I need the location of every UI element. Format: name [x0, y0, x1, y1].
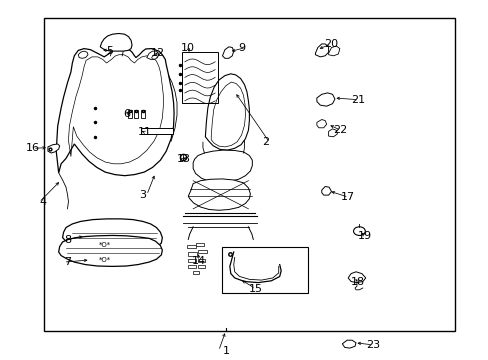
Bar [188, 252, 197, 256]
Bar [222, 247, 307, 293]
Polygon shape [315, 44, 328, 57]
Text: 18: 18 [350, 276, 365, 287]
Polygon shape [328, 129, 337, 137]
Bar [182, 52, 217, 103]
Polygon shape [211, 82, 245, 147]
Bar [134, 110, 138, 118]
Text: 12: 12 [150, 48, 164, 58]
Text: 1: 1 [222, 346, 229, 356]
Bar [193, 271, 199, 274]
Polygon shape [222, 47, 233, 58]
Bar [198, 250, 206, 253]
Polygon shape [193, 150, 252, 182]
Text: 5: 5 [106, 46, 113, 56]
Bar [44, 18, 454, 331]
Text: 19: 19 [357, 231, 371, 241]
Polygon shape [316, 93, 334, 106]
Text: 6: 6 [123, 109, 130, 120]
Text: 22: 22 [333, 125, 347, 135]
Text: 17: 17 [341, 192, 355, 202]
Text: 16: 16 [26, 143, 40, 153]
Bar [198, 265, 205, 268]
Bar [198, 259, 205, 262]
Bar [186, 245, 195, 248]
Polygon shape [205, 74, 249, 150]
Polygon shape [48, 144, 60, 153]
Text: 3: 3 [139, 190, 146, 200]
Text: 23: 23 [365, 340, 379, 350]
Text: 9: 9 [238, 42, 245, 53]
Text: 10: 10 [181, 42, 195, 53]
Text: 15: 15 [248, 284, 262, 294]
Text: *O*: *O* [99, 242, 111, 248]
Polygon shape [146, 51, 159, 59]
Text: 14: 14 [191, 256, 205, 266]
Text: *O*: *O* [99, 257, 111, 263]
Text: 7: 7 [63, 257, 71, 267]
Polygon shape [342, 340, 355, 348]
Bar [141, 128, 172, 134]
Text: 13: 13 [177, 154, 191, 164]
Text: 21: 21 [350, 95, 365, 105]
Bar [195, 243, 204, 246]
Polygon shape [321, 186, 331, 195]
Text: 20: 20 [324, 39, 338, 49]
Text: 8: 8 [63, 235, 71, 246]
Polygon shape [347, 272, 365, 283]
Polygon shape [151, 55, 157, 59]
Text: 11: 11 [138, 127, 152, 138]
Bar [188, 265, 195, 268]
Polygon shape [100, 33, 132, 51]
Polygon shape [316, 120, 326, 128]
Polygon shape [56, 47, 174, 176]
Polygon shape [328, 46, 339, 56]
Bar [141, 110, 144, 118]
Polygon shape [62, 219, 162, 253]
Text: 4: 4 [39, 197, 46, 207]
Polygon shape [188, 179, 250, 210]
Bar [128, 110, 132, 118]
Text: 2: 2 [262, 137, 269, 147]
Polygon shape [59, 235, 162, 266]
Polygon shape [78, 51, 88, 58]
Bar [188, 259, 195, 262]
